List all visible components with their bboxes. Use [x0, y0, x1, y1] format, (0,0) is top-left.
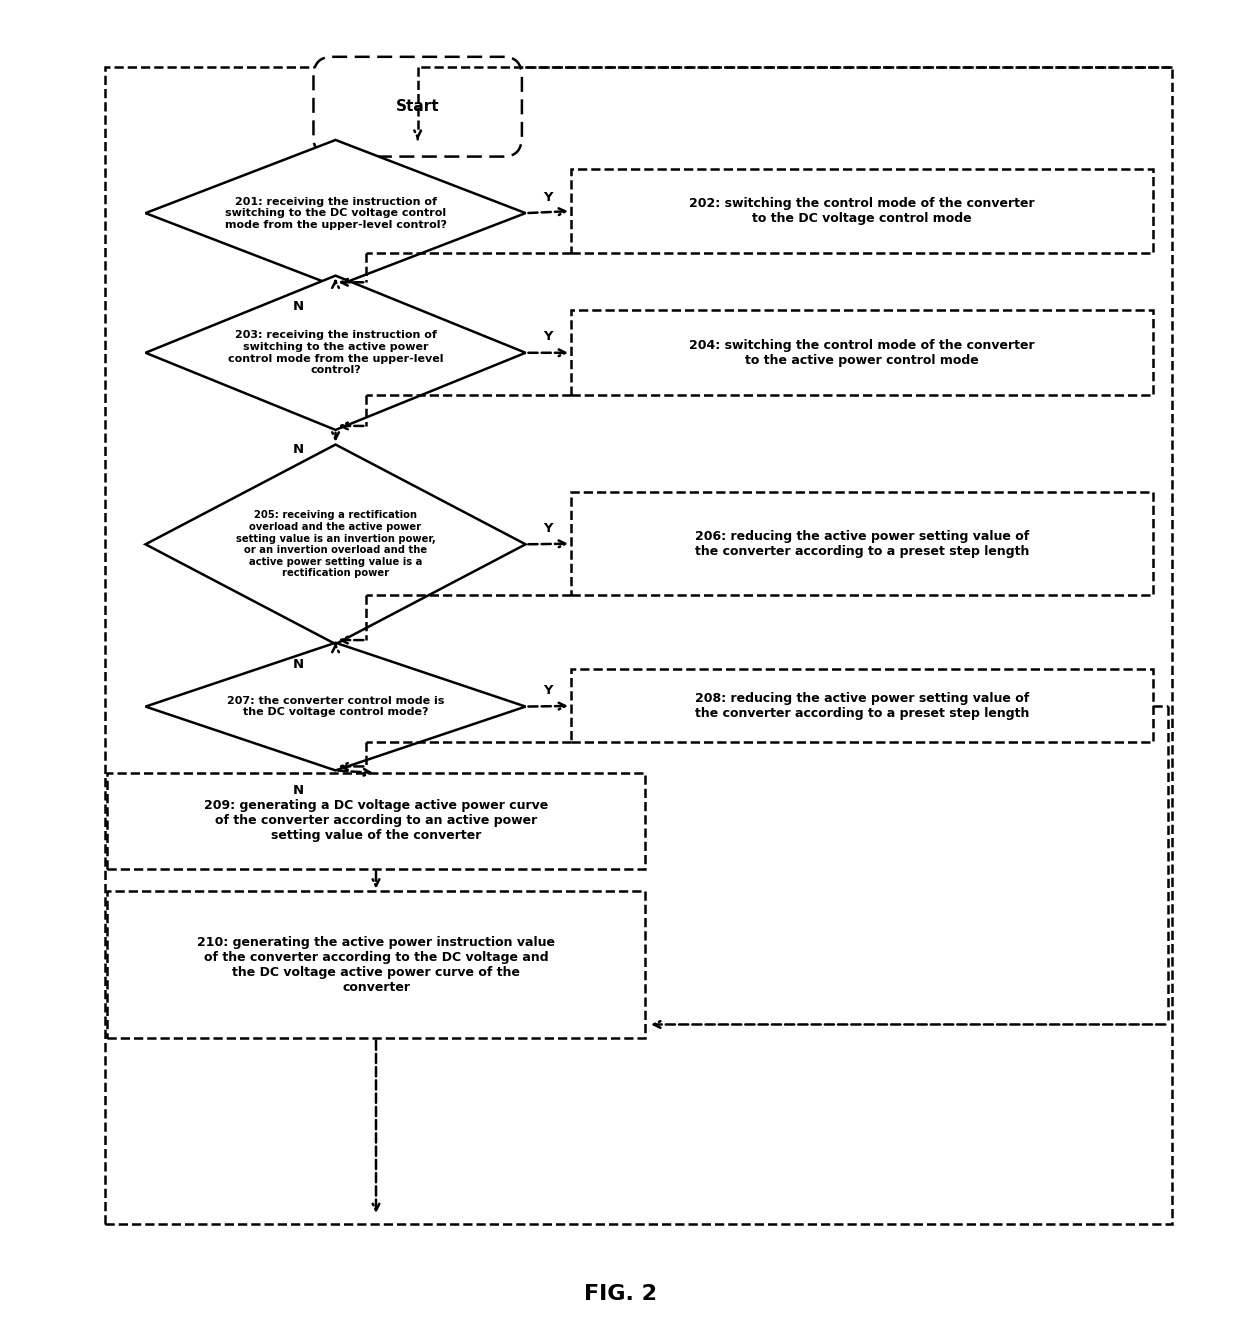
FancyBboxPatch shape	[570, 310, 1153, 395]
FancyBboxPatch shape	[570, 669, 1153, 742]
FancyBboxPatch shape	[314, 56, 522, 157]
Text: 202: switching the control mode of the converter
to the DC voltage control mode: 202: switching the control mode of the c…	[689, 198, 1035, 224]
Text: N: N	[293, 444, 304, 457]
FancyBboxPatch shape	[570, 169, 1153, 253]
Text: 204: switching the control mode of the converter
to the active power control mod: 204: switching the control mode of the c…	[689, 339, 1035, 367]
FancyBboxPatch shape	[570, 492, 1153, 595]
Text: Y: Y	[543, 331, 552, 343]
Polygon shape	[145, 276, 526, 430]
Text: 207: the converter control mode is
the DC voltage control mode?: 207: the converter control mode is the D…	[227, 696, 444, 718]
Polygon shape	[145, 140, 526, 286]
Polygon shape	[145, 445, 526, 644]
Text: Start: Start	[396, 99, 439, 114]
FancyBboxPatch shape	[108, 891, 645, 1038]
Text: Y: Y	[543, 191, 552, 204]
Text: 210: generating the active power instruction value
of the converter according to: 210: generating the active power instruc…	[197, 935, 556, 993]
FancyBboxPatch shape	[105, 67, 1172, 1224]
Text: 205: receiving a rectification
overload and the active power
setting value is an: 205: receiving a rectification overload …	[236, 511, 435, 578]
Text: 203: receiving the instruction of
switching to the active power
control mode fro: 203: receiving the instruction of switch…	[228, 331, 443, 375]
FancyBboxPatch shape	[108, 773, 645, 868]
Text: 208: reducing the active power setting value of
the converter according to a pre: 208: reducing the active power setting v…	[694, 692, 1029, 720]
Text: N: N	[293, 657, 304, 671]
Text: N: N	[293, 300, 304, 313]
Text: 201: receiving the instruction of
switching to the DC voltage control
mode from : 201: receiving the instruction of switch…	[224, 196, 446, 230]
Text: Y: Y	[543, 521, 552, 535]
Polygon shape	[145, 642, 526, 770]
Text: FIG. 2: FIG. 2	[584, 1285, 656, 1305]
Text: N: N	[293, 784, 304, 797]
Text: Y: Y	[543, 684, 552, 698]
Text: 209: generating a DC voltage active power curve
of the converter according to an: 209: generating a DC voltage active powe…	[203, 800, 548, 843]
Text: 206: reducing the active power setting value of
the converter according to a pre: 206: reducing the active power setting v…	[694, 530, 1029, 558]
